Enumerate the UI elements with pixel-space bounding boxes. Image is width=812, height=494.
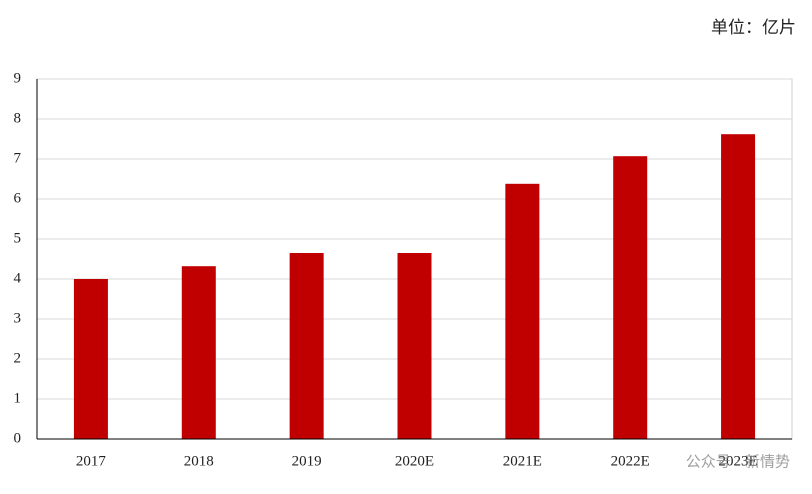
bar — [613, 156, 648, 439]
x-tick-label: 2018 — [184, 453, 214, 469]
unit-label: 单位：亿片 — [711, 18, 796, 38]
y-tick-label: 7 — [14, 150, 22, 166]
bar — [397, 253, 432, 439]
x-tick-label: 2022E — [611, 453, 650, 469]
bar — [721, 134, 756, 439]
bar — [181, 266, 216, 439]
y-tick-label: 6 — [14, 190, 22, 206]
y-tick-label: 9 — [14, 70, 22, 86]
y-tick-label: 4 — [14, 270, 22, 286]
y-tick-label: 3 — [14, 310, 22, 326]
x-tick-label: 2021E — [503, 453, 542, 469]
bar — [289, 253, 324, 439]
bar — [73, 279, 108, 439]
watermark: 公众号 · 新情势 — [686, 453, 790, 471]
y-tick-label: 0 — [14, 430, 22, 446]
x-tick-label: 2023E — [718, 453, 757, 469]
y-tick-label: 5 — [14, 230, 22, 246]
x-tick-label: 2020E — [395, 453, 434, 469]
x-tick-label: 2019 — [292, 453, 322, 469]
y-tick-label: 2 — [14, 350, 22, 366]
y-tick-label: 1 — [14, 390, 22, 406]
x-tick-label: 2017 — [76, 453, 107, 469]
y-tick-label: 8 — [14, 110, 22, 126]
bar — [505, 183, 540, 439]
